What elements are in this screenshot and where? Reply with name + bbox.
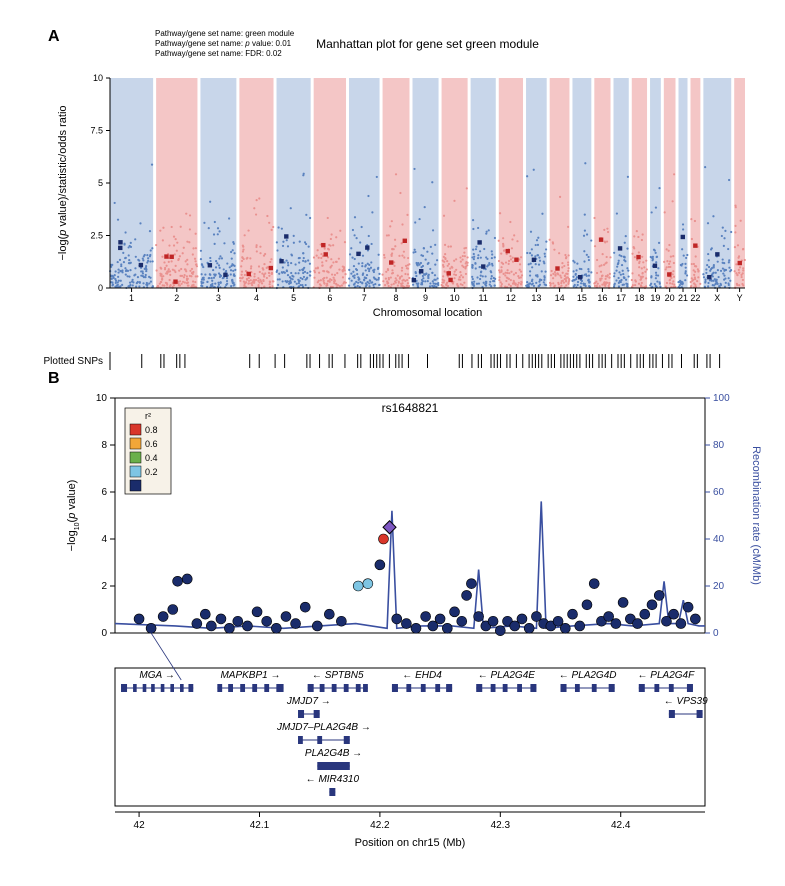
svg-text:7.5: 7.5 [90, 126, 103, 136]
svg-text:42.3: 42.3 [491, 820, 511, 831]
plotted-snps-svg: Plotted SNPs [0, 348, 785, 376]
svg-text:4: 4 [101, 534, 107, 545]
svg-text:9: 9 [423, 293, 428, 303]
svg-text:13: 13 [531, 293, 541, 303]
svg-text:16: 16 [597, 293, 607, 303]
svg-text:Plotted SNPs: Plotted SNPs [44, 356, 103, 367]
svg-text:MAPKBP1 →: MAPKBP1 → [220, 670, 280, 681]
svg-text:← PLA2G4D: ← PLA2G4D [559, 670, 617, 681]
svg-text:← SPTBN5: ← SPTBN5 [312, 670, 364, 681]
svg-text:MGA →: MGA → [139, 670, 175, 681]
svg-text:8: 8 [394, 293, 399, 303]
svg-text:Pathway/gene set name: p value: Pathway/gene set name: p value: 0.01 [155, 39, 292, 48]
svg-text:10: 10 [450, 293, 460, 303]
svg-text:40: 40 [713, 534, 725, 545]
svg-text:Recombination rate (cM/Mb): Recombination rate (cM/Mb) [750, 446, 762, 585]
svg-text:4: 4 [254, 293, 259, 303]
svg-text:1: 1 [129, 293, 134, 303]
svg-text:Chromosomal location: Chromosomal location [373, 307, 482, 319]
svg-text:42.2: 42.2 [370, 820, 390, 831]
svg-text:10: 10 [93, 73, 103, 83]
svg-text:0: 0 [101, 628, 107, 639]
panel-a-svg: Pathway/gene set name: green modulePathw… [0, 18, 785, 348]
svg-text:80: 80 [713, 440, 725, 451]
panel-b-svg: rs1648821 0 2 4 6 8 10 −log10(p value) 0 20 40 60 80… [0, 378, 785, 878]
svg-text:0.2: 0.2 [145, 467, 158, 477]
svg-text:0: 0 [98, 283, 103, 293]
svg-text:12: 12 [506, 293, 516, 303]
svg-text:42.4: 42.4 [611, 820, 631, 831]
svg-text:8: 8 [101, 440, 107, 451]
svg-text:20: 20 [665, 293, 675, 303]
svg-text:18: 18 [634, 293, 644, 303]
svg-text:← VPS39: ← VPS39 [664, 696, 708, 707]
svg-text:19: 19 [650, 293, 660, 303]
svg-text:22: 22 [690, 293, 700, 303]
svg-text:2: 2 [174, 293, 179, 303]
svg-text:42.1: 42.1 [250, 820, 270, 831]
svg-text:Position on chr15 (Mb): Position on chr15 (Mb) [355, 837, 466, 849]
svg-text:r²: r² [145, 411, 151, 421]
svg-text:0.4: 0.4 [145, 453, 158, 463]
svg-text:0: 0 [713, 628, 719, 639]
svg-text:7: 7 [362, 293, 367, 303]
svg-text:60: 60 [713, 487, 725, 498]
svg-text:11: 11 [479, 293, 488, 303]
svg-text:6: 6 [327, 293, 332, 303]
svg-text:10: 10 [96, 393, 108, 404]
svg-text:0.8: 0.8 [145, 425, 158, 435]
svg-text:42: 42 [134, 820, 146, 831]
svg-text:X: X [714, 293, 720, 303]
svg-text:Pathway/gene set name: green m: Pathway/gene set name: green module [155, 29, 295, 38]
svg-text:100: 100 [713, 393, 730, 404]
svg-text:15: 15 [577, 293, 587, 303]
svg-text:← PLA2G4F: ← PLA2G4F [638, 670, 696, 681]
svg-text:PLA2G4B →: PLA2G4B → [305, 748, 362, 759]
svg-text:← MIR4310: ← MIR4310 [306, 774, 360, 785]
svg-text:rs1648821: rs1648821 [382, 401, 439, 415]
svg-text:14: 14 [555, 293, 565, 303]
svg-text:Y: Y [737, 293, 743, 303]
svg-text:0.6: 0.6 [145, 439, 158, 449]
svg-text:← PLA2G4E: ← PLA2G4E [478, 670, 536, 681]
svg-text:6: 6 [101, 487, 107, 498]
svg-text:3: 3 [216, 293, 221, 303]
svg-text:5: 5 [291, 293, 296, 303]
svg-text:−log(p value)/statistic/odds r: −log(p value)/statistic/odds ratio [57, 105, 69, 260]
svg-text:17: 17 [616, 293, 626, 303]
svg-text:5: 5 [98, 178, 103, 188]
svg-text:JMJD7 →: JMJD7 → [286, 696, 331, 707]
svg-text:← EHD4: ← EHD4 [402, 670, 442, 681]
svg-text:−log10(p value): −log10(p value) [66, 480, 81, 552]
svg-text:Pathway/gene set name: FDR: 0.: Pathway/gene set name: FDR: 0.02 [155, 49, 282, 58]
svg-text:21: 21 [678, 293, 688, 303]
svg-text:Manhattan plot for gene set gr: Manhattan plot for gene set green module [316, 37, 539, 51]
svg-text:JMJD7–PLA2G4B →: JMJD7–PLA2G4B → [276, 722, 371, 733]
svg-text:2.5: 2.5 [90, 231, 103, 241]
svg-text:2: 2 [101, 581, 107, 592]
figure-root: A B Pathway/gene set name: green moduleP… [0, 0, 785, 886]
svg-text:20: 20 [713, 581, 725, 592]
